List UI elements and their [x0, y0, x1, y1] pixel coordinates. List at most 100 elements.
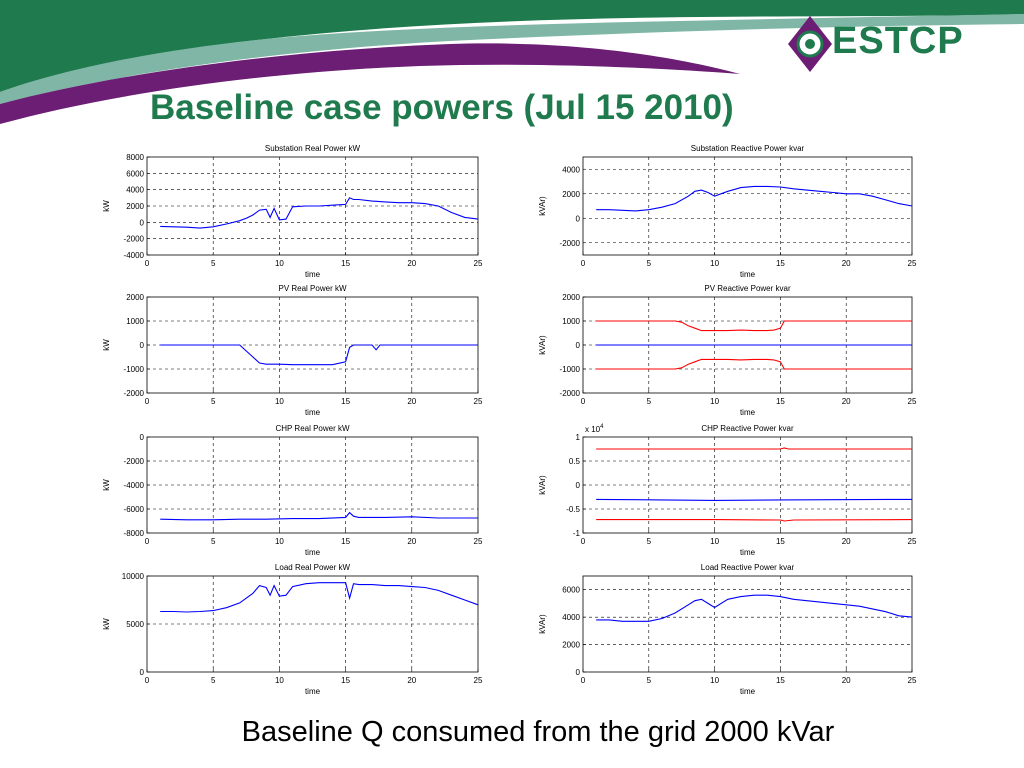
x-tick-label: 10 [710, 259, 719, 268]
y-axis-label: kW [102, 339, 111, 351]
chart-8: 0 5 10 15 20 25 0 2000 4000 6000 Load Reactive Pow… [538, 563, 917, 696]
banner-teal-swoosh [0, 14, 1024, 104]
series-line [596, 519, 913, 522]
y-tick-label: 4000 [562, 165, 580, 174]
y-tick-label: 1000 [126, 317, 144, 326]
y-axis-label: kVAr) [538, 614, 547, 634]
x-tick-label: 5 [211, 259, 216, 268]
x-axis-label: time [740, 408, 756, 417]
y-tick-label: -8000 [124, 529, 145, 538]
y-tick-label: 0 [576, 341, 581, 350]
series-line [596, 358, 912, 370]
x-tick-label: 0 [581, 537, 586, 546]
x-tick-label: 25 [474, 397, 483, 406]
x-tick-label: 5 [647, 259, 652, 268]
x-tick-label: 25 [474, 259, 483, 268]
x-tick-label: 20 [842, 259, 851, 268]
estcp-emblem-center [805, 39, 815, 49]
plot-area [582, 156, 913, 256]
x-tick-label: 10 [275, 676, 284, 685]
y-tick-label: 6000 [126, 169, 144, 178]
y-tick-label: -4000 [124, 251, 145, 260]
y-tick-label: 10000 [122, 572, 145, 581]
y-axis-label: kVAr) [538, 475, 547, 495]
slide-caption: Baseline Q consumed from the grid 2000 k… [0, 716, 1024, 749]
y-tick-label: 0 [140, 341, 145, 350]
chart-1: 0 5 10 15 20 25 -4000 -2000 0 2000 4000 6000 8000 Sub… [102, 144, 483, 279]
caption-text: Baseline Q consumed from the grid 2000 k… [241, 716, 835, 748]
x-tick-label: 0 [145, 397, 150, 406]
chart-title: Substation Real Power kW [265, 144, 361, 153]
x-tick-label: 15 [341, 676, 350, 685]
y-axis-label: kW [102, 200, 111, 212]
x-tick-label: 0 [581, 676, 586, 685]
x-axis-label: time [305, 408, 321, 417]
x-tick-label: 25 [908, 397, 917, 406]
x-tick-label: 0 [581, 259, 586, 268]
y-tick-label: 0 [576, 481, 581, 490]
series-line [596, 320, 912, 332]
x-tick-label: 5 [211, 397, 216, 406]
y-tick-label: -2000 [124, 389, 145, 398]
chart-title: CHP Reactive Power kvar [701, 424, 794, 433]
x-tick-label: 25 [908, 537, 917, 546]
series-line [596, 447, 912, 450]
y-tick-label: 0 [140, 218, 145, 227]
x-tick-label: 20 [842, 397, 851, 406]
x-tick-label: 20 [407, 537, 416, 546]
x-tick-label: 25 [474, 676, 483, 685]
x-tick-label: 25 [474, 537, 483, 546]
y-axis-label: kW [102, 618, 111, 630]
chart-title: Load Reactive Power kvar [701, 563, 795, 572]
y-tick-label: -0.5 [566, 505, 580, 514]
x-axis-label: time [740, 687, 756, 696]
y-tick-label: 2000 [562, 641, 580, 650]
x-tick-label: 25 [908, 676, 917, 685]
x-tick-label: 15 [776, 676, 785, 685]
series-line [160, 582, 479, 613]
series-line [596, 594, 913, 622]
y-multiplier-exponent: 4 [600, 424, 604, 430]
x-tick-label: 0 [145, 537, 150, 546]
y-tick-label: 0 [576, 214, 581, 223]
x-tick-label: 15 [776, 537, 785, 546]
x-tick-label: 10 [710, 676, 719, 685]
chart-title: PV Real Power kW [278, 284, 346, 293]
x-tick-label: 10 [275, 259, 284, 268]
x-tick-label: 10 [710, 537, 719, 546]
y-tick-label: 0.5 [569, 457, 581, 466]
x-tick-label: 10 [710, 397, 719, 406]
x-tick-label: 0 [145, 259, 150, 268]
chart-2: 0 5 10 15 20 25 -2000 0 2000 4000 Substation React… [538, 144, 917, 279]
y-axis-label: kVAr) [538, 196, 547, 216]
banner-purple-swoosh [0, 43, 740, 124]
x-tick-label: 5 [647, 537, 652, 546]
y-tick-label: 5000 [126, 620, 144, 629]
x-tick-label: 5 [647, 397, 652, 406]
x-tick-label: 20 [407, 259, 416, 268]
x-tick-label: 20 [407, 397, 416, 406]
y-tick-label: -2000 [560, 239, 581, 248]
y-tick-label: 0 [140, 668, 145, 677]
plot-area [582, 575, 913, 673]
y-tick-label: 4000 [562, 613, 580, 622]
x-tick-label: 5 [647, 676, 652, 685]
y-tick-label: 6000 [562, 586, 580, 595]
x-axis-label: time [305, 548, 321, 557]
y-tick-label: 0 [576, 668, 581, 677]
x-tick-label: 15 [341, 259, 350, 268]
x-axis-label: time [305, 270, 321, 279]
banner-green-swoosh [0, 0, 1024, 92]
x-axis-label: time [305, 687, 321, 696]
chart-5: 0 5 10 15 20 25 -8000 -6000 -4000 -2000 0 CHP Real … [102, 424, 483, 557]
x-tick-label: 10 [275, 397, 284, 406]
chart-4: 0 5 10 15 20 25 -2000 -1000 0 1000 2000 PV Reactive… [538, 284, 917, 417]
y-tick-label: 1 [576, 433, 581, 442]
x-tick-label: 25 [908, 259, 917, 268]
y-tick-label: -2000 [124, 235, 145, 244]
series-line [596, 185, 913, 212]
chart-title: PV Reactive Power kvar [704, 284, 791, 293]
y-tick-label: -1000 [560, 365, 581, 374]
x-tick-label: 20 [407, 676, 416, 685]
